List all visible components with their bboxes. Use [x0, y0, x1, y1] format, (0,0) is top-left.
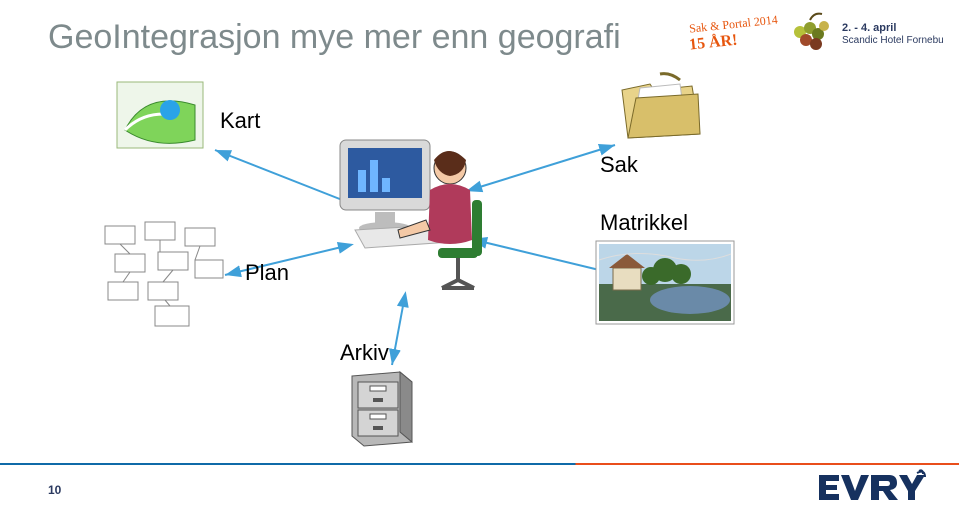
header-right: Sak & Portal 2014 15 ÅR! 2. - 4. april S… — [689, 4, 949, 64]
matrikkel-landscape-icon — [595, 240, 735, 325]
header-hotel: Scandic Hotel Fornebu — [842, 35, 944, 47]
header-tagline: Sak & Portal 2014 15 ÅR! — [689, 18, 778, 50]
label-kart: Kart — [220, 108, 260, 134]
person-computer-icon — [330, 130, 490, 300]
header-date: 2. - 4. april — [842, 22, 944, 35]
kart-map-icon — [115, 80, 205, 150]
slide-title: GeoIntegrasjon mye mer enn geografi — [48, 18, 621, 57]
diagram-canvas: Kart Plan — [0, 70, 959, 430]
arkiv-cabinet-icon — [340, 368, 420, 448]
label-matrikkel: Matrikkel — [600, 210, 688, 236]
sak-folder-icon — [610, 70, 710, 150]
evry-logo — [817, 469, 927, 505]
label-arkiv: Arkiv — [340, 340, 389, 366]
label-sak: Sak — [600, 152, 638, 178]
grapes-icon — [786, 10, 834, 58]
header-date-block: 2. - 4. april Scandic Hotel Fornebu — [842, 22, 944, 46]
slide: GeoIntegrasjon mye mer enn geografi Sak … — [0, 0, 959, 513]
page-number: 10 — [48, 483, 61, 497]
plan-uml-icon — [100, 220, 230, 330]
footer-divider — [0, 463, 959, 465]
label-plan: Plan — [245, 260, 289, 286]
